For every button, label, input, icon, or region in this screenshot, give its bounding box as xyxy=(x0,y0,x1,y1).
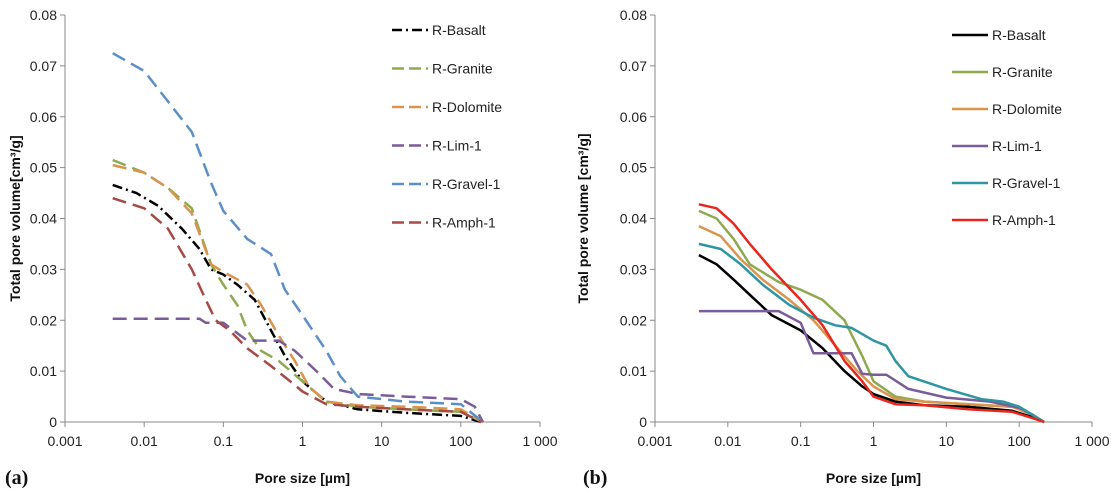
y-axis-title: Total pore volume [cm³/g] xyxy=(575,133,591,303)
x-tick-label: 100 xyxy=(449,433,473,449)
y-tick-label: 0 xyxy=(49,414,57,430)
legend-label: R-Lim-1 xyxy=(992,138,1042,154)
x-tick-label: 0.01 xyxy=(714,433,741,449)
legend-label: R-Gravel-1 xyxy=(432,176,501,192)
legend-label: R-Gravel-1 xyxy=(992,175,1061,191)
x-axis-title: Pore size [µm] xyxy=(255,470,350,486)
y-tick-label: 0.01 xyxy=(30,363,57,379)
y-tick-label: 0.02 xyxy=(620,312,647,328)
x-tick-label: 0.01 xyxy=(131,433,158,449)
x-tick-label: 0.001 xyxy=(637,433,672,449)
x-tick-label: 0.1 xyxy=(791,433,811,449)
series-line-r-granite xyxy=(698,209,1045,424)
y-tick-label: 0.07 xyxy=(620,58,647,74)
series-line-r-basalt xyxy=(698,253,1045,424)
series-line-r-lim-1 xyxy=(698,309,1045,424)
legend-label: R-Amph-1 xyxy=(992,212,1056,228)
y-tick-label: 0.03 xyxy=(30,261,57,277)
x-axis-title: Pore size [µm] xyxy=(826,470,921,486)
y-tick-label: 0.02 xyxy=(30,312,57,328)
y-axis-title: Total pore volume[cm³/g] xyxy=(7,135,23,301)
y-tick-label: 0.06 xyxy=(620,109,647,125)
y-tick-label: 0.05 xyxy=(620,160,647,176)
x-tick-label: 1 000 xyxy=(522,433,557,449)
legend-label: R-Amph-1 xyxy=(432,215,496,231)
series-line-r-amph-1 xyxy=(112,197,482,424)
series-line-r-basalt xyxy=(112,183,482,424)
y-tick-label: 0.01 xyxy=(620,363,647,379)
series-line-r-amph-1 xyxy=(698,203,1045,424)
x-tick-label: 0.1 xyxy=(214,433,234,449)
series-line-r-gravel-1 xyxy=(698,242,1045,424)
y-tick-label: 0.08 xyxy=(30,7,57,23)
panel-label: (b) xyxy=(583,467,607,489)
x-tick-label: 10 xyxy=(374,433,390,449)
legend-label: R-Granite xyxy=(432,61,493,77)
legend-label: R-Basalt xyxy=(432,22,486,38)
chart-panel-1: 0 0.01 0.02 0.03 0.04 0.05 0.06 0.07 0.08 0.001 0.… xyxy=(5,7,558,489)
y-tick-label: 0.05 xyxy=(30,160,57,176)
panel-label: (a) xyxy=(5,467,28,489)
chart-panel-2: 0 0.01 0.02 0.03 0.04 0.05 0.06 0.07 0.08 0.001 0.… xyxy=(575,7,1110,489)
series-line-r-gravel-1 xyxy=(112,52,484,423)
series-line-r-dolomite xyxy=(698,224,1045,424)
legend-label: R-Dolomite xyxy=(992,101,1062,117)
series-line-r-lim-1 xyxy=(112,317,485,423)
y-tick-label: 0.04 xyxy=(620,211,647,227)
x-tick-label: 1 000 xyxy=(1074,433,1109,449)
y-tick-label: 0.03 xyxy=(620,261,647,277)
legend-label: R-Dolomite xyxy=(432,99,502,115)
x-tick-label: 0.001 xyxy=(47,433,82,449)
y-tick-label: 0.08 xyxy=(620,7,647,23)
x-tick-label: 10 xyxy=(939,433,955,449)
y-tick-label: 0 xyxy=(639,414,647,430)
x-tick-label: 1 xyxy=(299,433,307,449)
legend-label: R-Lim-1 xyxy=(432,138,482,154)
y-tick-label: 0.07 xyxy=(30,58,57,74)
x-tick-label: 1 xyxy=(870,433,878,449)
legend-label: R-Basalt xyxy=(992,27,1046,43)
x-tick-label: 100 xyxy=(1007,433,1031,449)
y-tick-label: 0.06 xyxy=(30,109,57,125)
legend-label: R-Granite xyxy=(992,64,1053,80)
series-line-r-dolomite xyxy=(112,163,484,424)
series-line-r-granite xyxy=(112,158,484,424)
y-tick-label: 0.04 xyxy=(30,211,57,227)
